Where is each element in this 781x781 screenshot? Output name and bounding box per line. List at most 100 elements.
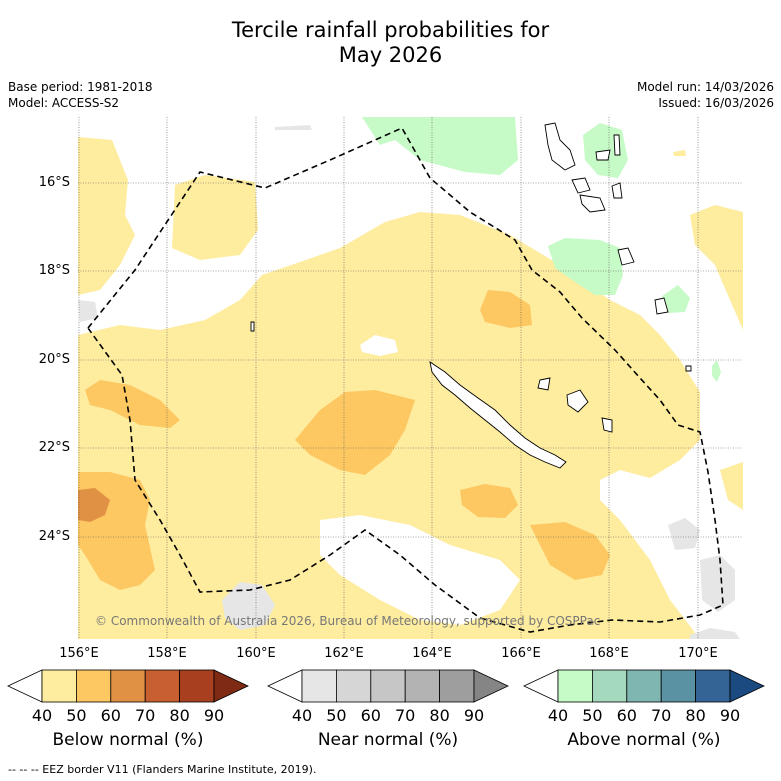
near-normal-label: Near normal (%) <box>317 730 459 750</box>
base-period: Base period: 1981-2018 <box>8 80 153 94</box>
small-island-2 <box>250 321 255 332</box>
vanuatu-island-4 <box>611 182 623 199</box>
lat-tick-22s: 22°S <box>38 440 70 455</box>
near-colorbar-tick: 80 <box>429 706 450 725</box>
near-colorbar-tick: 70 <box>395 706 416 725</box>
above-colorbar-cell <box>626 669 662 703</box>
below-normal-region-east <box>690 205 743 330</box>
near-colorbar-tick: 90 <box>463 706 485 725</box>
no-signal-area-2 <box>320 515 520 625</box>
lat-tick-20s: 20°S <box>38 352 70 367</box>
lat-tick-24s: 24°S <box>38 529 70 544</box>
below-colorbar-tick: 70 <box>135 706 156 725</box>
vanuatu-island-3 <box>579 194 606 213</box>
below-colorbar-tick: 80 <box>169 706 190 725</box>
gridlines <box>78 117 743 639</box>
new-caledonia-island <box>429 361 567 469</box>
near-normal-patch-1 <box>222 582 275 630</box>
below-normal-50-60-e <box>530 522 610 580</box>
issued-date: Issued: 16/03/2026 <box>658 96 774 110</box>
near-normal-patch-3 <box>700 555 735 612</box>
below-colorbar-tick: 90 <box>203 706 225 725</box>
vanuatu-island-1 <box>544 122 576 171</box>
near-colorbar-cell <box>370 669 406 703</box>
below-colorbar-tick: 60 <box>100 706 121 725</box>
above-colorbar-tick: 90 <box>719 706 741 725</box>
below-colorbar-cell <box>110 669 146 703</box>
near-normal-patch-2 <box>668 518 700 550</box>
meta-right: Model run: 14/03/2026 Issued: 16/03/2026 <box>637 79 774 111</box>
below-colorbar-tick: 50 <box>66 706 87 725</box>
below-colorbar-cell <box>76 669 112 703</box>
lat-tick-18s: 18°S <box>38 263 70 278</box>
lon-tick-164e: 164°E <box>412 646 452 661</box>
near-colorbar-high-triangle <box>473 669 509 703</box>
probability-layer <box>78 117 743 639</box>
above-colorbar-tick: 40 <box>547 706 569 725</box>
lon-tick-160e: 160°E <box>236 646 276 661</box>
near-colorbar-cell <box>301 669 337 703</box>
below-normal-50-60-b <box>295 390 415 475</box>
above-normal-patch-1 <box>362 117 518 175</box>
lat-tick-16s: 16°S <box>38 175 70 190</box>
above-colorbar-high-triangle <box>729 669 765 703</box>
near-colorbar-cell <box>335 669 372 703</box>
above-colorbar-cell <box>660 669 697 703</box>
below-normal-region-north2 <box>172 175 258 260</box>
no-signal-area-3 <box>360 335 398 356</box>
near-normal-patch-6 <box>275 125 312 130</box>
above-normal-patch-5 <box>712 360 721 382</box>
above-normal-patch-2 <box>548 238 623 295</box>
title-line-2: May 2026 <box>338 43 443 67</box>
near-normal-patch-5 <box>78 300 98 322</box>
above-colorbar-cell <box>557 669 593 703</box>
eez-legend: -- -- -- EEZ border V11 (Flanders Marine… <box>8 763 317 776</box>
lon-tick-156e: 156°E <box>59 646 99 661</box>
vanuatu-island-7 <box>617 247 635 266</box>
above-colorbar-tick: 60 <box>616 706 637 725</box>
lon-tick-170e: 170°E <box>678 646 718 661</box>
lon-tick-158e: 158°E <box>147 646 187 661</box>
below-colorbar-cell <box>41 669 77 703</box>
lon-tick-162e: 162°E <box>324 646 364 661</box>
above-colorbar-cell <box>695 669 731 703</box>
below-colorbar-tick: 40 <box>31 706 53 725</box>
above-colorbar-tick: 70 <box>651 706 672 725</box>
below-normal-50-60-d <box>460 484 518 518</box>
above-colorbar-low-triangle <box>523 669 559 703</box>
below-colorbar-low-triangle <box>7 669 43 703</box>
below-normal-region-ep <box>720 462 743 510</box>
lon-tick-166e: 166°E <box>501 646 541 661</box>
small-island-1 <box>685 365 692 372</box>
loyalty-island-2 <box>566 389 589 413</box>
above-normal-label: Above normal (%) <box>567 730 721 750</box>
colorbar-svg <box>7 669 765 703</box>
loyalty-island-3 <box>601 417 613 433</box>
meta-left: Base period: 1981-2018 Model: ACCESS-S2 <box>8 79 153 111</box>
below-normal-small <box>673 150 686 156</box>
vanuatu-island-6 <box>613 134 621 156</box>
near-colorbar-tick: 60 <box>360 706 381 725</box>
copyright-notice: © Commonwealth of Australia 2026, Bureau… <box>95 614 601 628</box>
near-colorbar-cell <box>404 669 441 703</box>
below-colorbar-high-triangle <box>213 669 249 703</box>
title-line-1: Tercile rainfall probabilities for <box>231 18 550 42</box>
vanuatu-island-8 <box>654 297 669 315</box>
near-colorbar-tick: 40 <box>291 706 313 725</box>
above-normal-patch-4 <box>662 285 690 313</box>
above-colorbar-tick: 50 <box>582 706 603 725</box>
eez-border <box>87 126 724 633</box>
near-colorbar-low-triangle <box>267 669 303 703</box>
lon-tick-168e: 168°E <box>589 646 629 661</box>
vanuatu-island-2 <box>571 177 591 194</box>
below-normal-region-north <box>78 137 135 295</box>
near-colorbar-tick: 50 <box>326 706 347 725</box>
vanuatu-island-5 <box>595 149 611 161</box>
above-colorbar-cell <box>592 669 628 703</box>
loyalty-island-1 <box>537 377 551 391</box>
below-normal-label: Below normal (%) <box>52 730 204 750</box>
model-name: Model: ACCESS-S2 <box>8 96 120 110</box>
map-title: Tercile rainfall probabilities for May 2… <box>0 18 781 68</box>
below-normal-60-70 <box>78 488 110 522</box>
